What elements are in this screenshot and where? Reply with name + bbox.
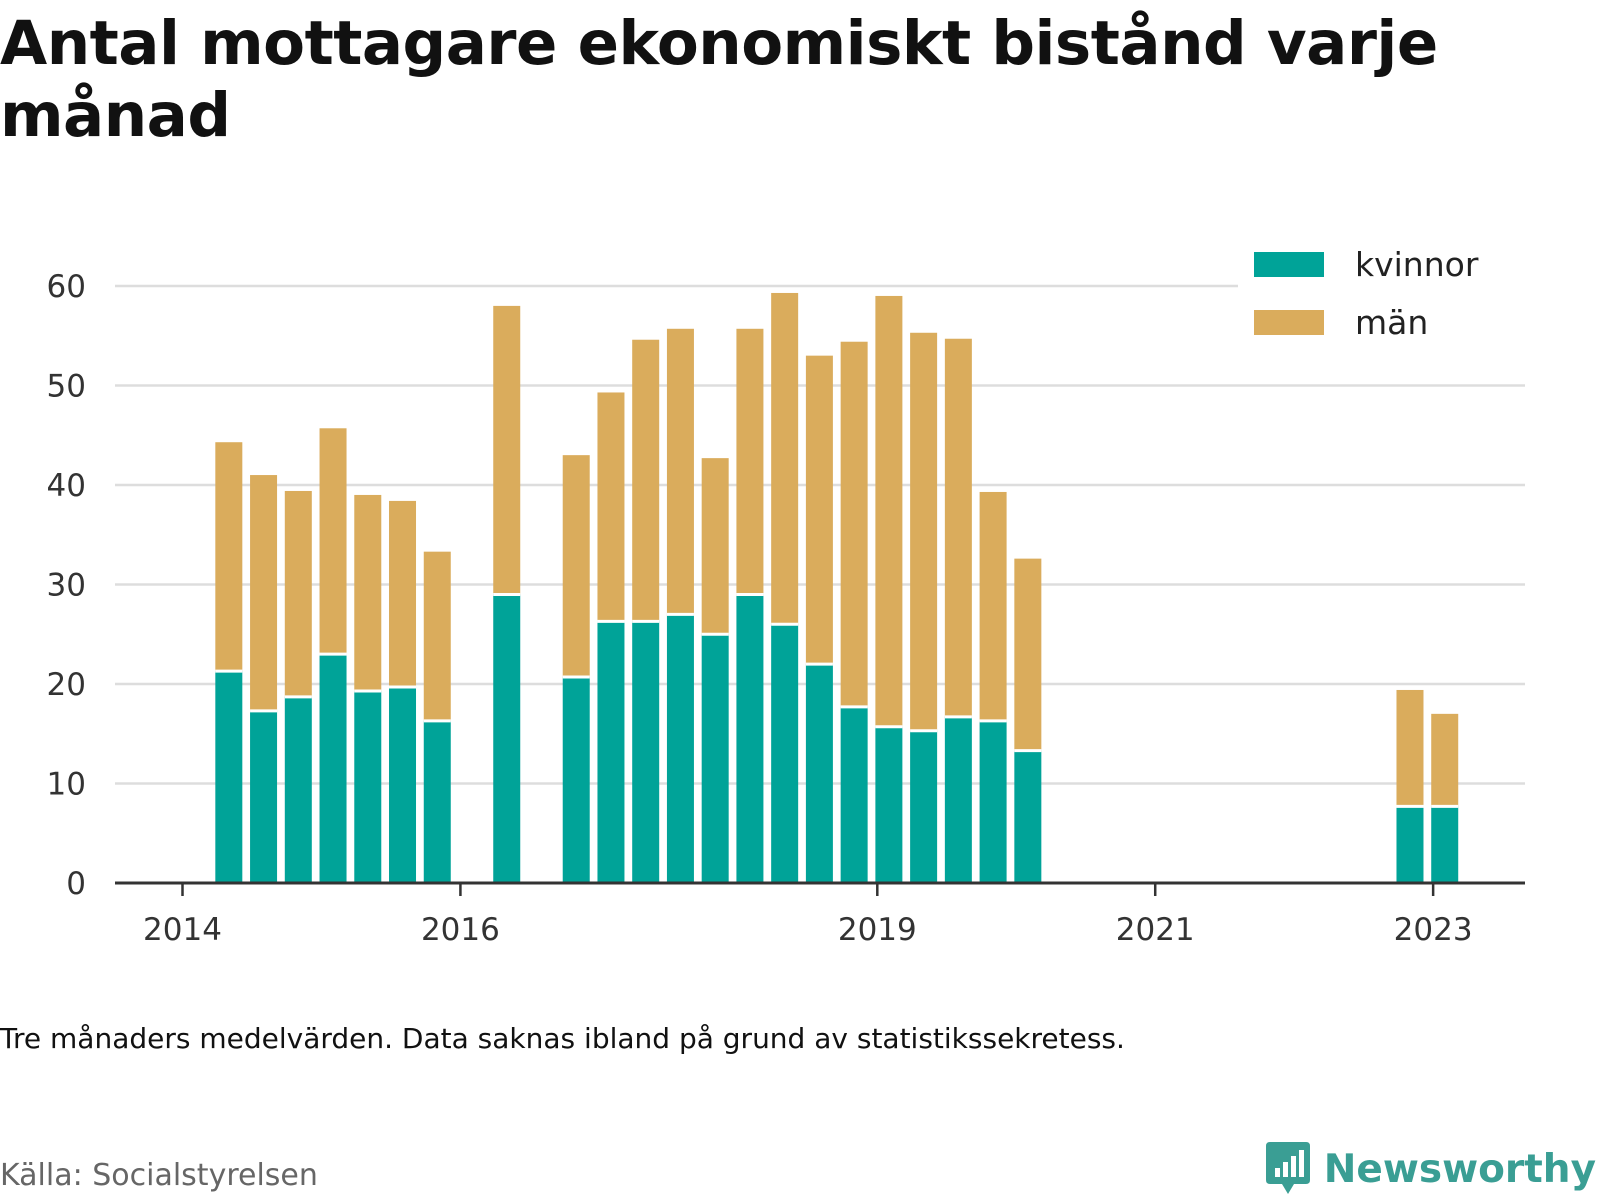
bar-man bbox=[840, 341, 868, 707]
bar-man bbox=[250, 475, 278, 711]
bar-kvinnor bbox=[840, 706, 868, 883]
bar-kvinnor bbox=[284, 696, 312, 883]
bar-kvinnor bbox=[666, 614, 694, 883]
chart-note: Tre månaders medelvärden. Data saknas ib… bbox=[0, 1022, 1125, 1055]
bar-kvinnor bbox=[389, 686, 417, 883]
bar-kvinnor bbox=[215, 671, 243, 883]
x-tick-label: 2021 bbox=[1116, 912, 1195, 948]
y-tick-label: 10 bbox=[47, 767, 86, 803]
brand-logo[interactable]: Newsworthy bbox=[1264, 1140, 1596, 1198]
bar-man bbox=[805, 355, 833, 665]
bar-man bbox=[389, 500, 417, 687]
bar-man bbox=[1431, 713, 1459, 807]
bars bbox=[215, 292, 1459, 883]
bar-kvinnor bbox=[875, 726, 903, 883]
bar-kvinnor bbox=[944, 716, 972, 883]
bar-man bbox=[284, 490, 312, 697]
bar-man bbox=[979, 491, 1007, 721]
y-tick-label: 20 bbox=[47, 667, 86, 703]
bar-man bbox=[354, 494, 382, 691]
x-axis: 2014 2016 2019 2021 2023 bbox=[115, 881, 1525, 948]
y-tick-label: 50 bbox=[47, 369, 86, 405]
y-tick-label: 60 bbox=[47, 269, 86, 305]
bar-kvinnor bbox=[736, 594, 764, 883]
bar-kvinnor bbox=[701, 634, 729, 883]
bar-man bbox=[215, 442, 243, 672]
bar-man bbox=[493, 305, 521, 595]
legend: kvinnor män bbox=[1238, 236, 1536, 348]
legend-swatch bbox=[1254, 252, 1324, 277]
chart-title: Antal mottagare ekonomiskt bistånd varje… bbox=[0, 8, 1438, 151]
y-tick-label: 30 bbox=[47, 568, 86, 604]
x-tick-label: 2014 bbox=[143, 912, 222, 948]
legend-swatch bbox=[1254, 310, 1324, 335]
bar-kvinnor bbox=[910, 730, 938, 883]
brand-name: Newsworthy bbox=[1323, 1146, 1596, 1192]
bar-man bbox=[736, 328, 764, 595]
legend-label: män bbox=[1355, 303, 1428, 342]
bar-kvinnor bbox=[1014, 750, 1042, 883]
bar-kvinnor bbox=[1431, 806, 1459, 883]
bar-kvinnor bbox=[493, 594, 521, 883]
stacked-bar-chart: 0 10 20 30 40 50 60 2014 2016 2019 2021 2023 kvinn… bbox=[46, 236, 1536, 948]
bar-kvinnor bbox=[632, 621, 660, 883]
source-credit: Källa: Socialstyrelsen bbox=[0, 1158, 318, 1193]
bar-kvinnor bbox=[423, 720, 451, 883]
bar-man bbox=[910, 332, 938, 731]
bar-man bbox=[944, 338, 972, 717]
y-tick-label: 0 bbox=[66, 866, 86, 902]
bar-kvinnor bbox=[354, 690, 382, 883]
bar-kvinnor bbox=[805, 664, 833, 883]
bar-man bbox=[562, 455, 590, 678]
bar-man bbox=[597, 392, 625, 622]
newsworthy-logo-icon bbox=[1265, 1142, 1310, 1194]
x-tick-label: 2019 bbox=[838, 912, 917, 948]
bar-kvinnor bbox=[597, 621, 625, 883]
bar-man bbox=[1014, 558, 1042, 751]
bar-man bbox=[701, 458, 729, 635]
bar-man bbox=[632, 339, 660, 622]
legend-label: kvinnor bbox=[1355, 245, 1479, 284]
bar-man bbox=[423, 551, 451, 721]
bar-kvinnor bbox=[771, 624, 799, 883]
bar-man bbox=[319, 428, 347, 655]
bar-man bbox=[666, 328, 694, 615]
x-tick-label: 2016 bbox=[421, 912, 500, 948]
x-tick-label: 2023 bbox=[1394, 912, 1473, 948]
bar-kvinnor bbox=[319, 654, 347, 883]
y-axis-ticks: 0 10 20 30 40 50 60 bbox=[47, 269, 86, 902]
bar-kvinnor bbox=[979, 720, 1007, 883]
y-tick-label: 40 bbox=[47, 468, 86, 504]
bar-kvinnor bbox=[250, 710, 278, 883]
bar-man bbox=[1396, 689, 1424, 807]
bar-man bbox=[875, 295, 903, 727]
bar-kvinnor bbox=[1396, 806, 1424, 883]
bar-man bbox=[771, 292, 799, 625]
bar-kvinnor bbox=[562, 677, 590, 883]
